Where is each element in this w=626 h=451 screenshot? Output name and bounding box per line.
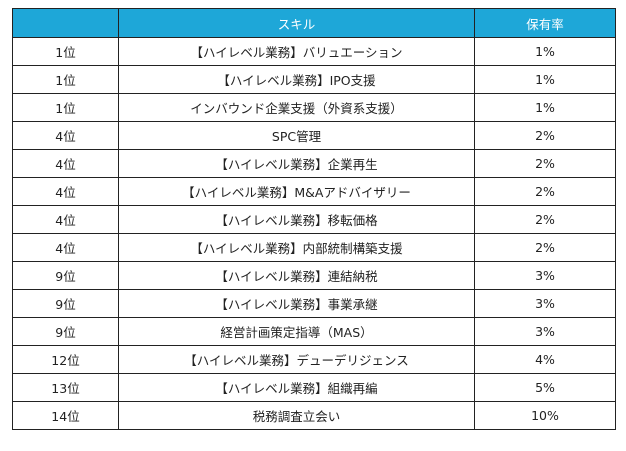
table-row: 1位 【ハイレベル業務】IPO支援 1%	[12, 65, 616, 94]
table-row: 1位 インバウンド企業支援（外資系支援） 1%	[12, 93, 616, 122]
table-row: 4位 SPC管理 2%	[12, 121, 616, 150]
rate-cell: 2%	[474, 121, 616, 150]
rate-cell: 2%	[474, 149, 616, 178]
skill-cell: 【ハイレベル業務】デューデリジェンス	[118, 345, 475, 374]
skill-cell: 【ハイレベル業務】事業承継	[118, 289, 475, 318]
table-row: 12位 【ハイレベル業務】デューデリジェンス 4%	[12, 345, 616, 374]
table-row: 4位 【ハイレベル業務】内部統制構築支援 2%	[12, 233, 616, 262]
rate-cell: 3%	[474, 289, 616, 318]
table-row: 13位 【ハイレベル業務】組織再編 5%	[12, 373, 616, 402]
header-row: スキル 保有率	[12, 8, 616, 38]
table-row: 4位 【ハイレベル業務】移転価格 2%	[12, 205, 616, 234]
table-row: 1位 【ハイレベル業務】バリュエーション 1%	[12, 37, 616, 66]
rank-cell: 1位	[12, 93, 119, 122]
rank-cell: 4位	[12, 121, 119, 150]
skill-table-container: スキル 保有率 1位 【ハイレベル業務】バリュエーション 1% 1位 【ハイレベ…	[12, 8, 616, 430]
skill-cell: 【ハイレベル業務】内部統制構築支援	[118, 233, 475, 262]
table-row: 4位 【ハイレベル業務】M&Aアドバイザリー 2%	[12, 177, 616, 206]
skill-cell: 【ハイレベル業務】企業再生	[118, 149, 475, 178]
rate-cell: 2%	[474, 205, 616, 234]
rank-cell: 13位	[12, 373, 119, 402]
skill-cell: 【ハイレベル業務】組織再編	[118, 373, 475, 402]
skill-cell: 【ハイレベル業務】M&Aアドバイザリー	[118, 177, 475, 206]
skill-cell: 経営計画策定指導（MAS）	[118, 317, 475, 346]
rate-cell: 1%	[474, 65, 616, 94]
skill-cell: 税務調査立会い	[118, 401, 475, 430]
rank-cell: 1位	[12, 65, 119, 94]
skill-ownership-table: スキル 保有率 1位 【ハイレベル業務】バリュエーション 1% 1位 【ハイレベ…	[12, 8, 616, 430]
rank-cell: 4位	[12, 177, 119, 206]
rank-cell: 4位	[12, 233, 119, 262]
rank-cell: 14位	[12, 401, 119, 430]
rate-cell: 1%	[474, 37, 616, 66]
table-body: 1位 【ハイレベル業務】バリュエーション 1% 1位 【ハイレベル業務】IPO支…	[12, 37, 616, 430]
header-skill: スキル	[118, 8, 475, 38]
skill-cell: 【ハイレベル業務】連結納税	[118, 261, 475, 290]
rate-cell: 2%	[474, 177, 616, 206]
rank-cell: 9位	[12, 317, 119, 346]
rank-cell: 4位	[12, 149, 119, 178]
rank-cell: 4位	[12, 205, 119, 234]
rank-cell: 12位	[12, 345, 119, 374]
rate-cell: 2%	[474, 233, 616, 262]
skill-cell: SPC管理	[118, 121, 475, 150]
rate-cell: 3%	[474, 317, 616, 346]
rank-cell: 9位	[12, 261, 119, 290]
rate-cell: 5%	[474, 373, 616, 402]
rate-cell: 4%	[474, 345, 616, 374]
table-row: 14位 税務調査立会い 10%	[12, 401, 616, 430]
table-row: 4位 【ハイレベル業務】企業再生 2%	[12, 149, 616, 178]
skill-cell: インバウンド企業支援（外資系支援）	[118, 93, 475, 122]
table-row: 9位 【ハイレベル業務】事業承継 3%	[12, 289, 616, 318]
rate-cell: 10%	[474, 401, 616, 430]
rank-cell: 1位	[12, 37, 119, 66]
skill-cell: 【ハイレベル業務】IPO支援	[118, 65, 475, 94]
table-row: 9位 【ハイレベル業務】連結納税 3%	[12, 261, 616, 290]
header-rank	[12, 8, 119, 38]
rank-cell: 9位	[12, 289, 119, 318]
skill-cell: 【ハイレベル業務】バリュエーション	[118, 37, 475, 66]
rate-cell: 3%	[474, 261, 616, 290]
skill-cell: 【ハイレベル業務】移転価格	[118, 205, 475, 234]
table-header: スキル 保有率	[12, 8, 616, 38]
rate-cell: 1%	[474, 93, 616, 122]
header-rate: 保有率	[474, 8, 616, 38]
table-row: 9位 経営計画策定指導（MAS） 3%	[12, 317, 616, 346]
